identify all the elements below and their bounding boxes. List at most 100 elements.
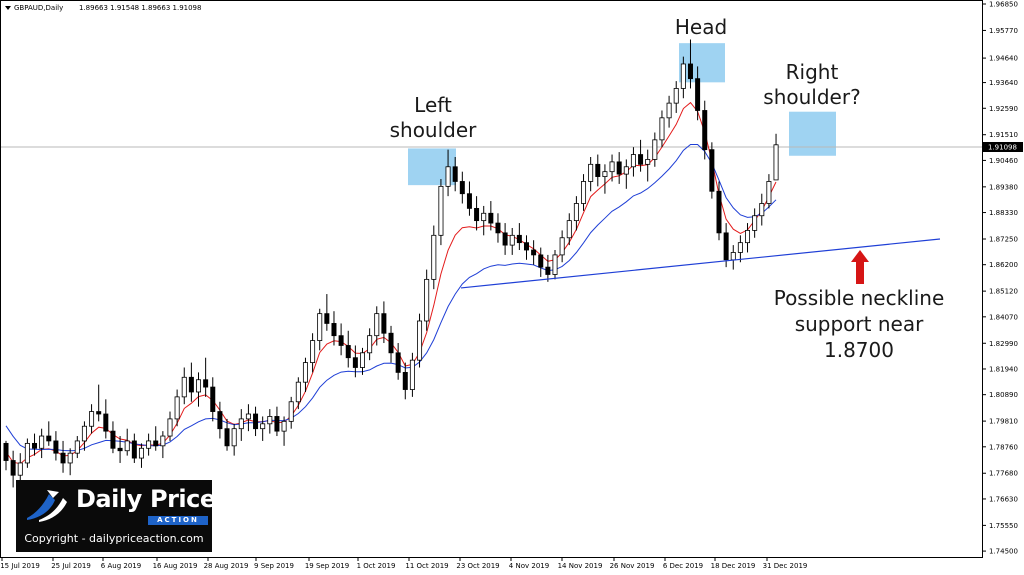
left-shoulder-label: shoulder xyxy=(390,118,478,142)
y-tick-label: 1.87250 xyxy=(989,235,1018,243)
candle xyxy=(224,418,230,451)
candle xyxy=(67,448,73,476)
candle xyxy=(445,149,451,197)
right-shoulder-highlight xyxy=(789,111,836,156)
candle xyxy=(281,416,287,446)
candle xyxy=(488,201,494,231)
candle xyxy=(695,66,701,121)
candle-body-down xyxy=(274,416,280,432)
candle-body-down xyxy=(60,452,66,464)
candle-body-up xyxy=(730,252,736,261)
candle xyxy=(566,213,572,246)
candle-body-up xyxy=(124,440,130,452)
y-tick-label: 1.74500 xyxy=(989,548,1018,556)
candle xyxy=(581,174,587,211)
neckline-group xyxy=(460,238,941,289)
x-tick-label: 28 Aug 2019 xyxy=(204,562,249,570)
candle-body-up xyxy=(181,376,187,398)
candle-body-up xyxy=(74,440,80,454)
candle xyxy=(288,396,294,429)
candle xyxy=(659,110,665,148)
candle xyxy=(687,39,693,89)
x-tick-label: 18 Dec 2019 xyxy=(711,562,756,570)
candle-body-up xyxy=(238,418,244,430)
candle xyxy=(409,352,415,397)
chart-menu-icon[interactable] xyxy=(5,6,11,10)
candle-body-up xyxy=(652,139,658,160)
candle xyxy=(652,132,658,167)
candle xyxy=(174,389,180,427)
candle-body-down xyxy=(46,435,52,442)
neckline-note: Possible neckline xyxy=(774,286,945,310)
candle xyxy=(559,230,565,263)
candle-body-up xyxy=(146,440,152,449)
arrow-group xyxy=(851,250,869,284)
candle-body-down xyxy=(32,442,38,449)
candle-body-up xyxy=(759,203,765,217)
x-tick-label: 25 Jul 2019 xyxy=(51,562,91,570)
candle-body-up xyxy=(39,435,45,449)
y-tick-label: 1.76630 xyxy=(989,495,1018,503)
candle xyxy=(395,343,401,380)
right-shoulder-label: shoulder? xyxy=(763,85,860,109)
candle-body-up xyxy=(588,163,594,182)
candle-body-up xyxy=(89,411,95,427)
candle xyxy=(716,181,722,241)
candle-body-up xyxy=(367,335,373,354)
date-axis: 15 Jul 2019 25 Jul 2019 6 Aug 2019 16 Aug 2… xyxy=(0,557,807,570)
candle xyxy=(138,443,144,468)
candle-body-up xyxy=(680,63,686,89)
y-tick-label: 1.80890 xyxy=(989,391,1018,399)
candle xyxy=(474,196,480,231)
y-tick-label: 1.84070 xyxy=(989,313,1018,321)
candle xyxy=(110,421,116,454)
candle-body-down xyxy=(488,212,494,224)
candle-body-up xyxy=(573,203,579,222)
x-tick-label: 4 Nov 2019 xyxy=(509,562,549,570)
candle xyxy=(588,156,594,192)
candle-body-down xyxy=(723,232,729,261)
candle-body-down xyxy=(695,78,701,111)
x-tick-label: 1 Oct 2019 xyxy=(357,562,396,570)
y-tick-label: 1.75550 xyxy=(989,522,1018,530)
candle xyxy=(317,308,323,351)
candle-body-down xyxy=(638,154,644,165)
x-tick-label: 9 Sep 2019 xyxy=(254,562,294,570)
y-tick-label: 1.77680 xyxy=(989,470,1018,478)
neckline-note: 1.8700 xyxy=(824,338,894,362)
candle xyxy=(253,406,259,437)
candle xyxy=(466,181,472,216)
candle xyxy=(531,240,537,265)
candle xyxy=(538,247,544,277)
price-axis: 1.96850 1.95770 1.94640 1.93640 1.92590 1.915… xyxy=(982,1,1018,556)
candle-body-up xyxy=(509,234,515,246)
candle-body-down xyxy=(459,181,465,195)
candle xyxy=(188,362,194,402)
candle-body-up xyxy=(737,242,743,253)
candle xyxy=(723,223,729,268)
candle-body-up xyxy=(745,230,751,244)
candle xyxy=(766,174,772,209)
candle xyxy=(60,440,66,473)
candle-body-up xyxy=(581,181,587,204)
candle xyxy=(103,399,109,439)
candle-body-down xyxy=(10,460,16,476)
candle-body-up xyxy=(666,102,672,119)
candle xyxy=(3,440,9,471)
candle xyxy=(231,423,237,456)
candle-body-down xyxy=(331,323,337,337)
candle xyxy=(459,171,465,204)
candle xyxy=(167,411,173,441)
candle-body-up xyxy=(417,320,423,361)
candle-body-up xyxy=(359,352,365,368)
candle-body-up xyxy=(231,428,237,447)
candle-body-down xyxy=(452,166,458,182)
candle xyxy=(302,357,308,392)
candle-body-down xyxy=(545,266,551,275)
candle xyxy=(402,362,408,400)
candle xyxy=(74,436,80,459)
y-tick-label: 1.86200 xyxy=(989,261,1018,269)
candle xyxy=(196,372,202,407)
candle-body-up xyxy=(481,212,487,222)
